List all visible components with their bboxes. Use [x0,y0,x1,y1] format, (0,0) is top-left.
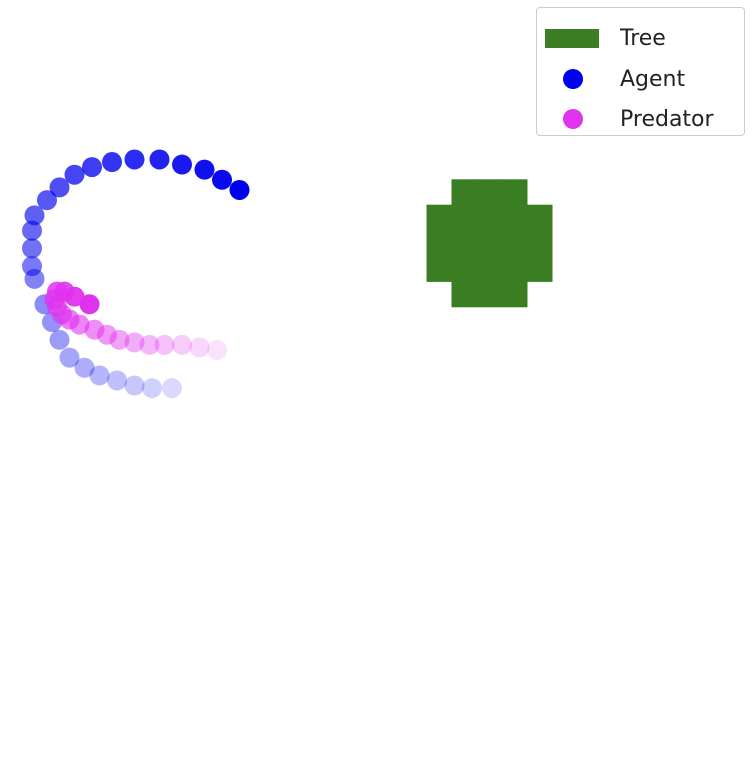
legend-swatch-tree [545,29,599,48]
legend-swatch-predator [563,109,583,129]
tree-cell [476,204,503,232]
tree-cell [501,230,528,257]
tree-layer [426,179,553,308]
agent-point [149,149,170,170]
tree-cell [451,204,478,232]
tree-cell [451,179,478,206]
agent-point [82,157,102,178]
legend-item-predator: Predator [537,104,744,134]
tree-cell [501,280,528,308]
tree-cell [426,255,453,282]
tree-cell [476,280,503,308]
legend: Tree Agent Predator [536,7,745,136]
agent-point [64,164,85,185]
tree-cell [451,280,478,308]
predator-point [64,286,85,307]
legend-item-agent: Agent [537,64,744,94]
agent-point [22,220,42,241]
agent-point [74,357,95,378]
agent-point [142,378,162,399]
tree-cell [501,179,528,206]
agent-point [89,365,110,386]
predator-point [207,339,227,360]
agent-point [22,256,42,277]
agent-point [172,154,192,175]
predator-point [139,334,160,355]
agent-point [102,152,122,173]
tree-cell [501,255,528,282]
tree-cell [451,230,478,257]
tree-cell [501,204,528,232]
legend-swatch-agent [563,69,583,89]
agent-point [194,159,215,180]
legend-label-predator: Predator [620,107,714,132]
agent-point [22,238,42,259]
tree-cell [426,204,453,232]
series-layer [22,149,250,399]
agent-point [49,177,70,198]
predator-point [124,332,145,353]
tree-cell [526,255,553,282]
agent-point [162,378,182,399]
agent-point [24,205,45,226]
agent-point [124,375,145,396]
tree-cell [451,255,478,282]
legend-item-tree: Tree [537,23,744,53]
tree-cell [476,179,503,206]
tree-cell [426,230,453,257]
agent-point [49,329,70,350]
tree-cell [476,255,503,282]
agent-point [124,149,145,170]
predator-point [172,334,192,355]
agent-point [59,347,80,368]
agent-point [212,169,232,190]
legend-label-agent: Agent [620,67,686,92]
predator-point [189,337,210,358]
agent-point [229,179,250,200]
predator-point [154,334,175,355]
tree-cell [526,204,553,232]
agent-point [37,190,57,211]
predator-point [79,294,100,315]
agent-point [107,370,127,391]
legend-label-tree: Tree [620,26,666,51]
tree-cell [476,230,503,257]
predator-point [84,319,105,340]
tree-cell [526,230,553,257]
